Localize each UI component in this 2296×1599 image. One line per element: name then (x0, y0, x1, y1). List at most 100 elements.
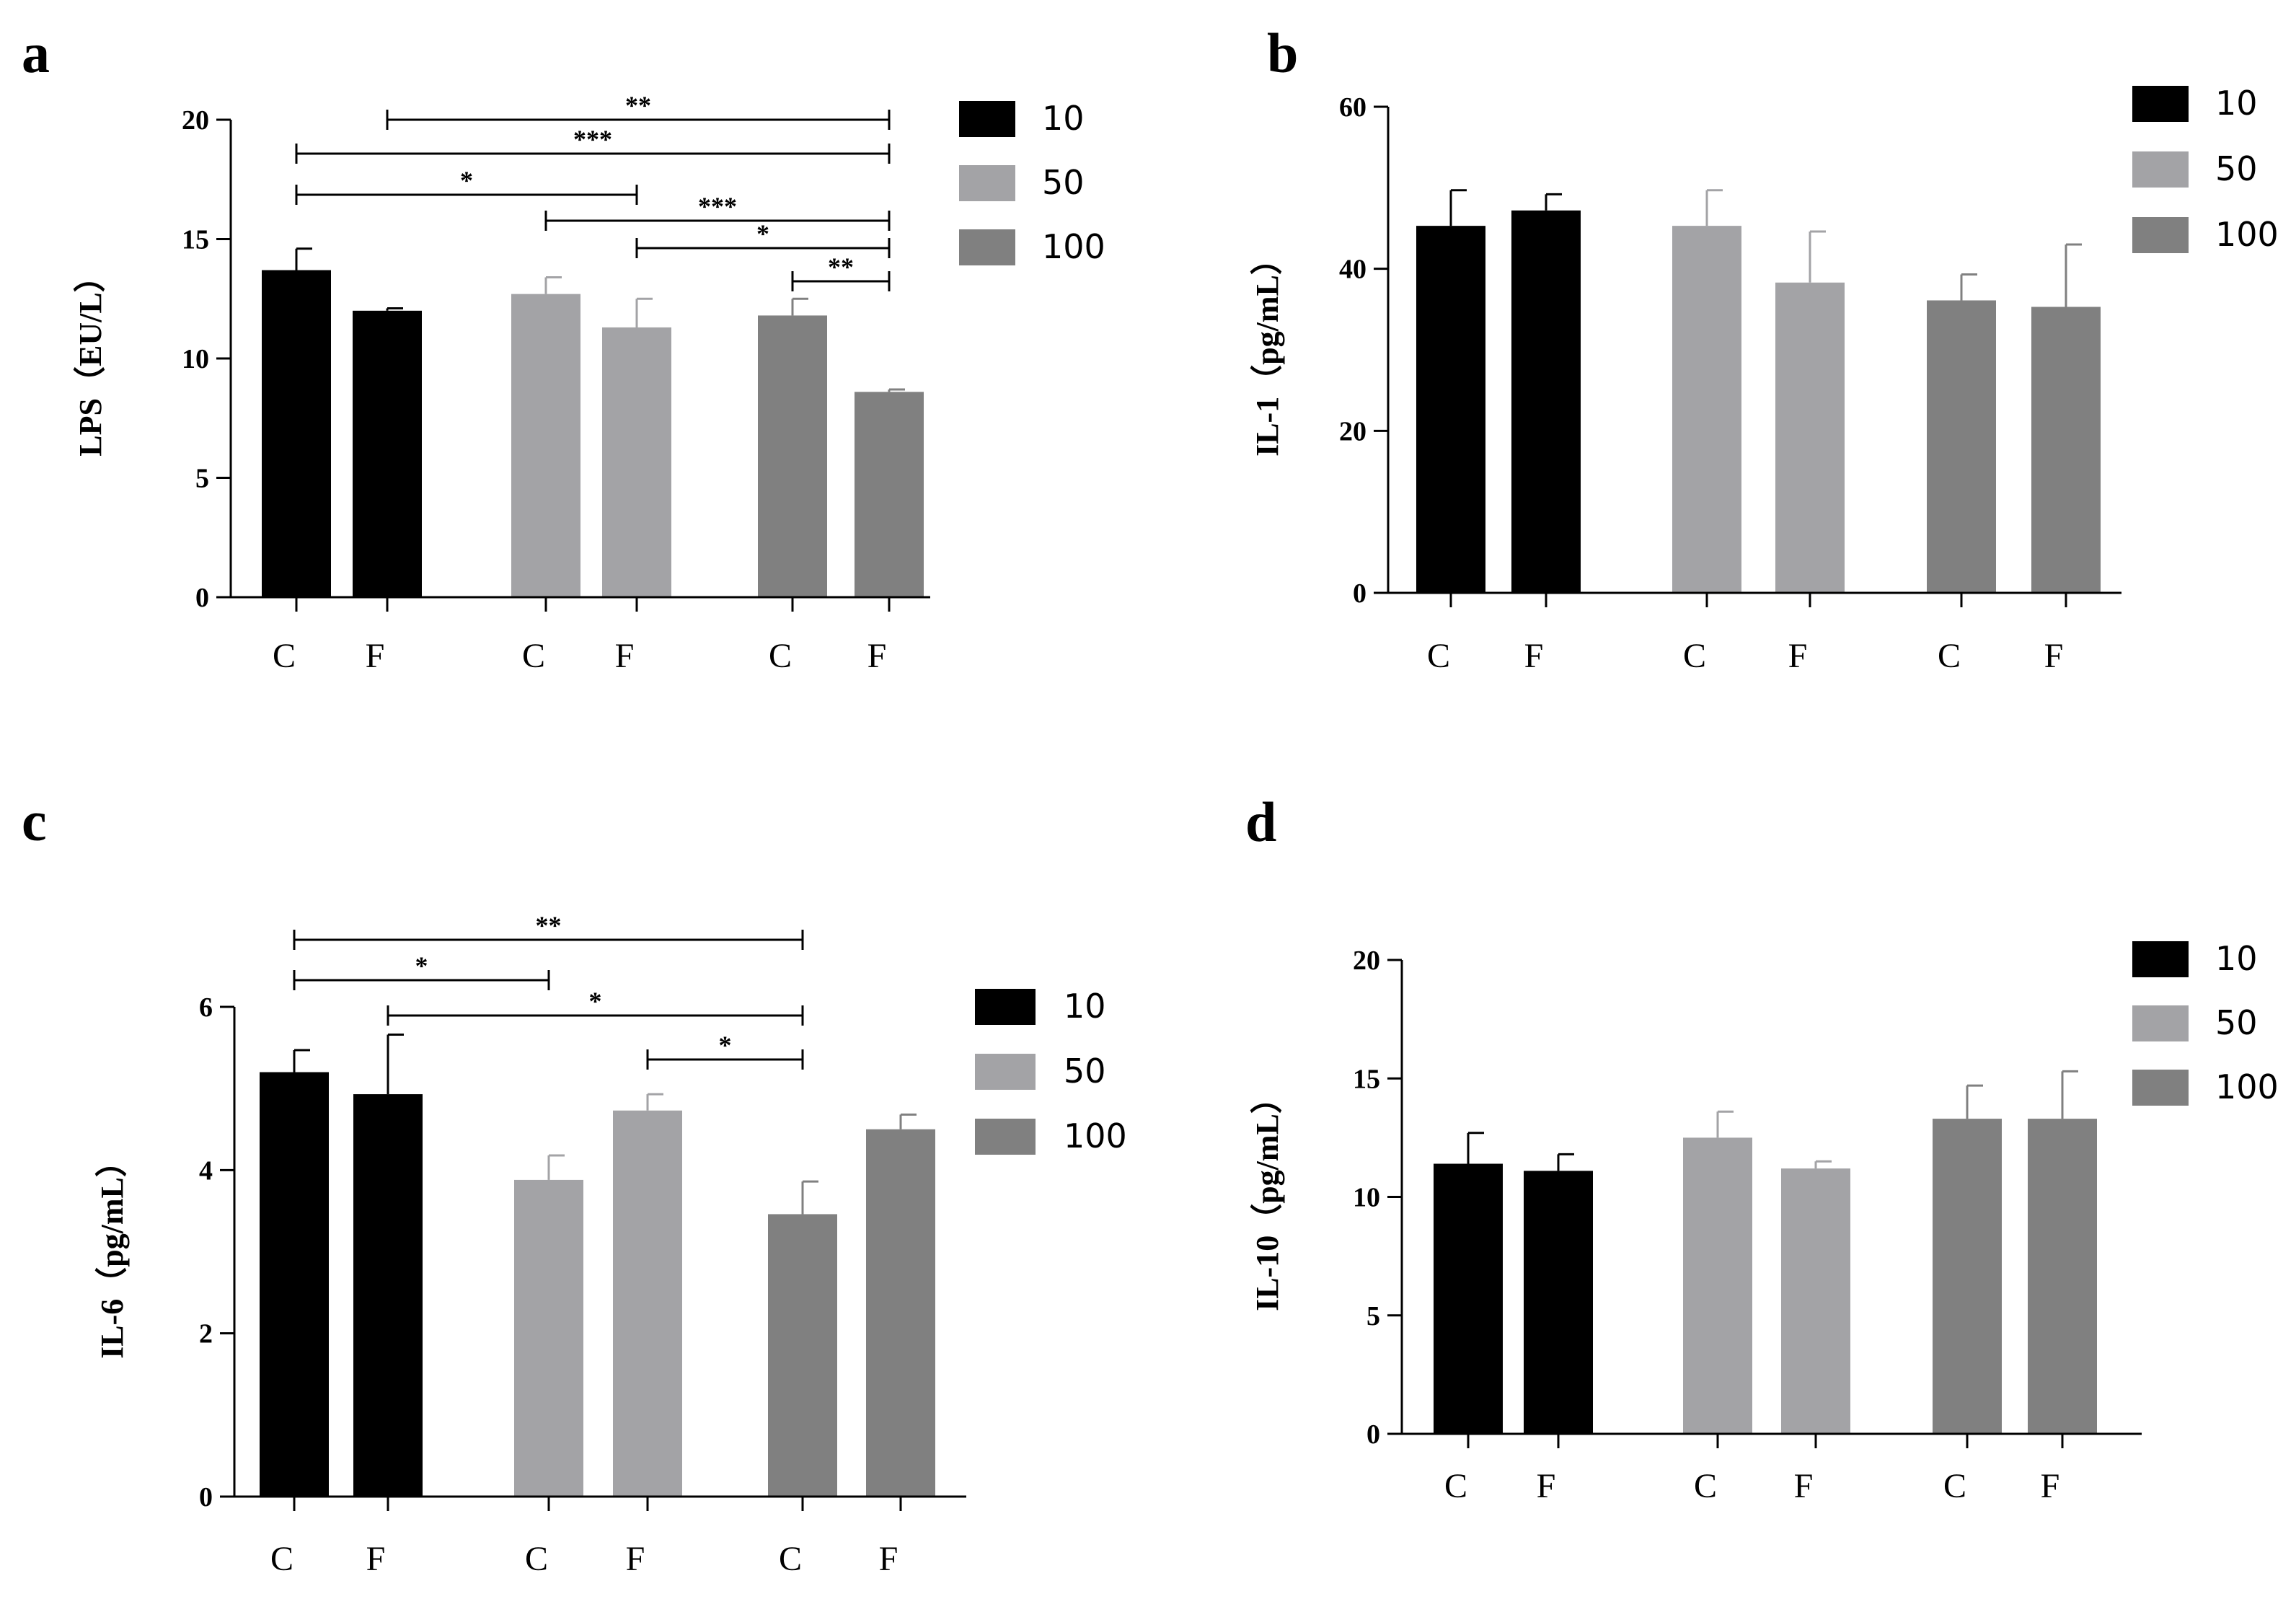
x-tick-label: F (1524, 637, 1544, 675)
legend-label: 50 (2215, 149, 2258, 188)
y-tick-label: 0 (1366, 1419, 1380, 1450)
x-tick-label: C (1694, 1467, 1717, 1505)
legend-swatch (2132, 1005, 2189, 1041)
y-tick-label: 15 (182, 225, 209, 255)
bar (260, 1072, 329, 1497)
significance-label: * (460, 166, 473, 195)
x-tick-label: F (867, 637, 887, 675)
legend-swatch (959, 165, 1015, 201)
bar (514, 1179, 583, 1497)
legend-swatch (975, 989, 1036, 1025)
y-tick-label: 20 (1353, 946, 1380, 976)
legend-label: 10 (1042, 99, 1085, 138)
y-tick-label: 4 (199, 1155, 213, 1186)
legend-label: 100 (2215, 1067, 2279, 1106)
x-tick-label: C (1938, 637, 1961, 675)
il1-chart: b 0 20 40 60 IL-1（pg/mL） C F C F C F 10 50 100 (1250, 22, 2279, 675)
legend-swatch (2132, 86, 2189, 122)
x-tick-label: F (626, 1540, 645, 1578)
y-tick-label: 20 (182, 105, 209, 136)
bar (2028, 1119, 2097, 1434)
x-tick-label: C (270, 1540, 293, 1578)
y-tick-label: 40 (1339, 255, 1366, 285)
panel-d: d 0 5 10 15 20 IL-10（pg/mL） C F C F C F 10 50 100 (1148, 790, 2296, 1595)
bar (1781, 1168, 1850, 1434)
x-tick-label: F (1794, 1467, 1814, 1505)
x-tick-label: F (2044, 637, 2064, 675)
legend-swatch (975, 1119, 1036, 1155)
y-tick-label: 0 (1353, 578, 1366, 609)
x-tick-label: C (273, 637, 296, 675)
bar (262, 270, 331, 597)
bar (511, 294, 580, 597)
y-axis-title: IL-1（pg/mL） (1250, 243, 1285, 457)
significance-label: ** (536, 911, 562, 940)
y-tick-label: 10 (182, 344, 209, 374)
y-tick-label: 5 (195, 464, 209, 494)
bar (353, 310, 422, 597)
bar (1416, 226, 1485, 593)
bar (2031, 307, 2101, 593)
x-tick-label: C (1943, 1467, 1966, 1505)
legend-label: 100 (2215, 215, 2279, 254)
significance-label: * (415, 951, 428, 980)
legend-swatch (959, 229, 1015, 265)
x-tick-label: C (779, 1540, 802, 1578)
legend-label: 10 (1064, 987, 1106, 1026)
legend-label: 50 (2215, 1003, 2258, 1042)
x-tick-label: F (1537, 1467, 1556, 1505)
panel-letter: a (22, 22, 50, 84)
bar (758, 315, 827, 597)
x-tick-label: F (366, 1540, 386, 1578)
significance-label: ** (828, 252, 854, 281)
significance-label: * (756, 219, 769, 248)
bar (1775, 282, 1845, 593)
legend-swatch (975, 1054, 1036, 1090)
bar (1524, 1171, 1593, 1434)
il10-chart: d 0 5 10 15 20 IL-10（pg/mL） C F C F C F 10 50 100 (1245, 790, 2279, 1505)
y-axis-title: LPS（EU/L） (73, 260, 108, 456)
bar (1511, 210, 1581, 594)
x-tick-label: C (1683, 637, 1706, 675)
x-tick-label: C (769, 637, 792, 675)
legend-swatch (2132, 1070, 2189, 1106)
bar (1933, 1119, 2002, 1434)
legend-label: 10 (2215, 84, 2258, 123)
y-tick-label: 15 (1353, 1064, 1380, 1094)
y-tick-label: 60 (1339, 92, 1366, 123)
x-tick-label: F (366, 637, 385, 675)
bar (602, 327, 671, 597)
y-tick-label: 6 (199, 992, 213, 1023)
x-tick-label: C (1444, 1467, 1467, 1505)
x-tick-label: C (1427, 637, 1450, 675)
legend-label: 10 (2215, 939, 2258, 978)
panel-letter: b (1267, 22, 1298, 84)
bar (866, 1129, 935, 1497)
legend-label: 100 (1064, 1116, 1127, 1155)
y-tick-label: 5 (1366, 1301, 1380, 1331)
panel-b: b 0 20 40 60 IL-1（pg/mL） C F C F C F 10 50 100 (1148, 0, 2296, 793)
y-axis-title: IL-10（pg/mL） (1250, 1082, 1285, 1311)
significance-label: *** (698, 192, 737, 221)
x-tick-label: F (2041, 1467, 2060, 1505)
x-tick-label: F (615, 637, 635, 675)
y-tick-label: 20 (1339, 416, 1366, 446)
x-tick-label: F (879, 1540, 898, 1578)
bar (613, 1110, 682, 1497)
panel-a: a 0 5 10 15 20 LPS（EU/L） C F C F C F 10 50 100 ** *** * ***… (0, 0, 1148, 793)
bar (1683, 1137, 1752, 1434)
legend-label: 50 (1064, 1052, 1106, 1091)
bar (1672, 226, 1741, 593)
legend-swatch (2132, 941, 2189, 977)
significance-label: ** (625, 91, 651, 120)
bar (353, 1094, 423, 1497)
x-tick-label: F (1788, 637, 1808, 675)
legend-swatch (2132, 217, 2189, 253)
bar (768, 1214, 837, 1497)
y-tick-label: 0 (195, 583, 209, 613)
bar (1434, 1163, 1503, 1434)
panel-letter: d (1245, 793, 1276, 853)
bar (855, 392, 924, 597)
